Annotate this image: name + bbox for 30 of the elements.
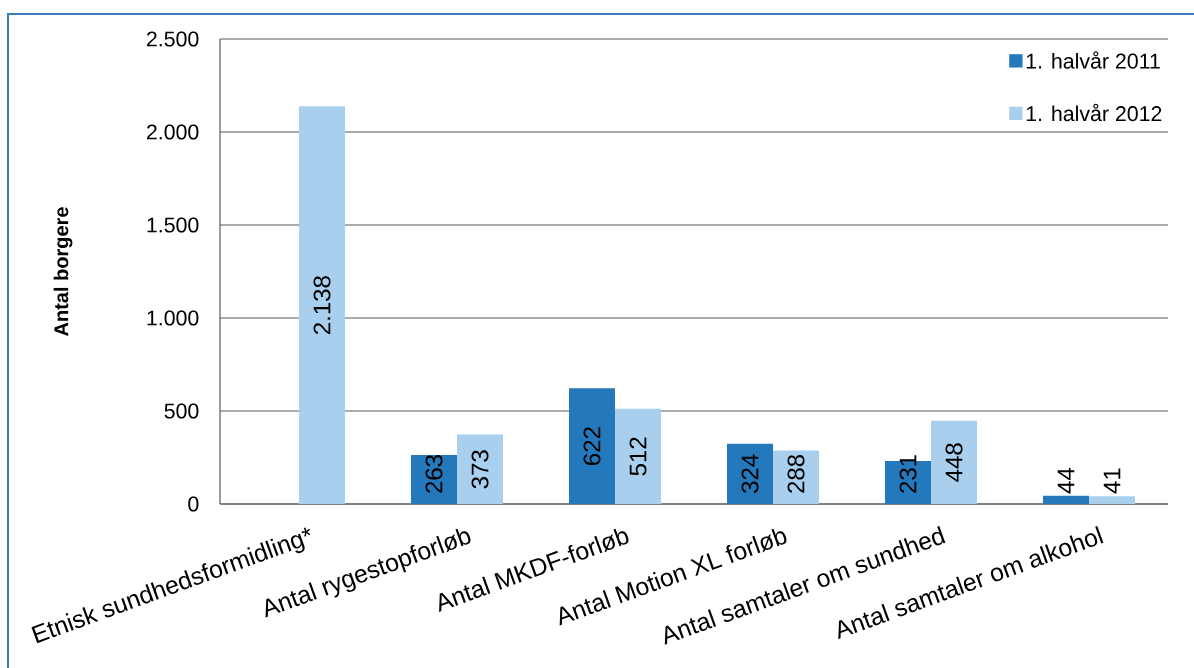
- y-tick-label: 2.500: [146, 31, 199, 47]
- data-label: 41: [1103, 468, 1121, 494]
- bar: [773, 450, 820, 504]
- bar: [615, 408, 662, 504]
- data-label: 622: [583, 427, 601, 465]
- data-label: 44: [1057, 468, 1075, 494]
- bar: [727, 443, 774, 504]
- bar: [1089, 496, 1136, 504]
- data-label: 2.138: [313, 276, 331, 334]
- bar: [569, 388, 616, 504]
- data-label: 373: [471, 450, 489, 489]
- bar: [931, 420, 978, 504]
- y-tick-label: 1.500: [147, 217, 199, 233]
- y-tick-label: 0: [188, 496, 199, 512]
- data-label: 288: [787, 455, 805, 493]
- bar: [1043, 495, 1090, 504]
- y-tick-label: 500: [164, 403, 199, 419]
- data-label: 512: [629, 437, 647, 476]
- bar: [299, 106, 346, 504]
- data-label: 324: [741, 454, 759, 493]
- data-label: 263: [425, 455, 443, 493]
- bar: [457, 434, 504, 504]
- y-tick-label: 1.000: [147, 310, 199, 326]
- y-axis-title: Antal borgere: [53, 207, 73, 337]
- data-label: 448: [945, 443, 963, 482]
- data-label: 231: [899, 455, 917, 493]
- legend-label: 1. halvår 2011: [1026, 51, 1160, 69]
- legend-label: 1. halvår 2012: [1026, 103, 1162, 122]
- y-tick-label: 2.000: [146, 124, 199, 140]
- bar: [411, 455, 458, 504]
